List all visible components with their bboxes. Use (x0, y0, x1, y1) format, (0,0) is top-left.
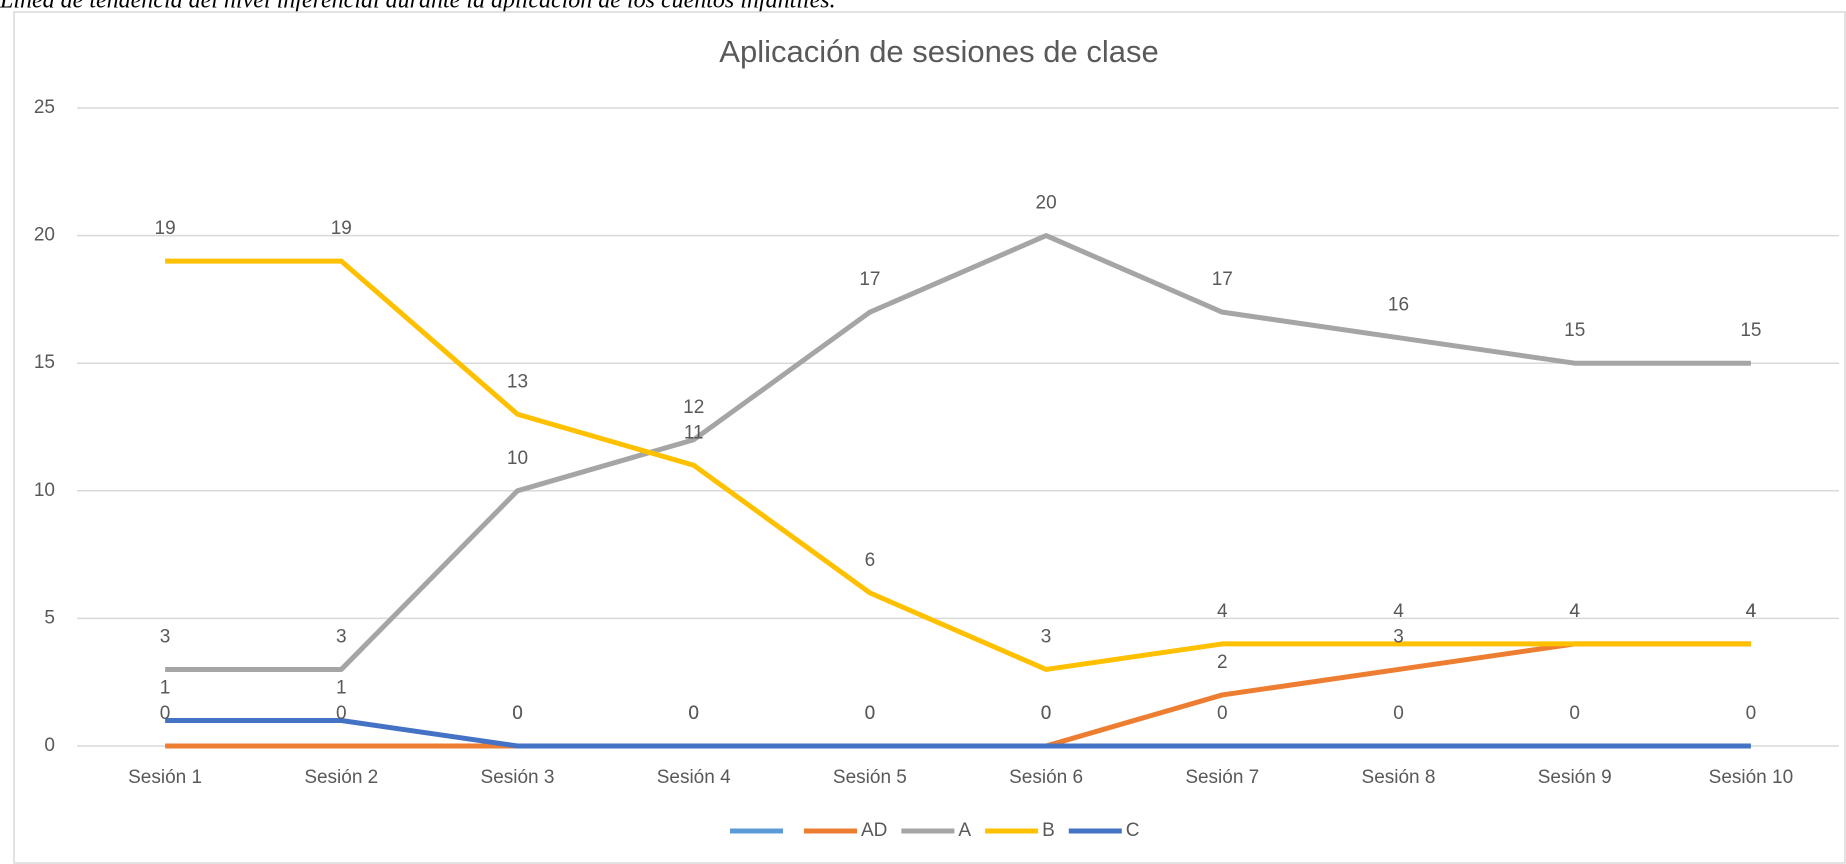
data-label: 3 (336, 626, 347, 647)
data-label: 0 (1217, 703, 1228, 724)
chart-title: Aplicación de sesiones de clase (719, 34, 1158, 69)
data-label: 4 (1569, 601, 1580, 622)
data-label: 0 (1041, 703, 1052, 724)
data-label: 2 (1217, 652, 1228, 673)
data-label: 0 (1393, 703, 1404, 724)
data-label: 0 (512, 703, 523, 724)
data-label: 4 (1746, 601, 1757, 622)
y-tick-label: 15 (34, 352, 55, 373)
data-label: 11 (684, 422, 704, 443)
data-label: 4 (1569, 601, 1580, 622)
data-label: 3 (1041, 626, 1052, 647)
data-label: 0 (160, 703, 171, 724)
data-label: 4 (1746, 601, 1757, 622)
series-line (165, 258, 1751, 672)
data-label: 0 (688, 703, 699, 724)
x-tick-label: Sesión 9 (1538, 767, 1612, 788)
chart-border (13, 11, 1846, 864)
data-label: 1 (160, 677, 171, 698)
caption: Línea de tendencia del nivel inferencial… (0, 0, 836, 14)
data-label: 19 (331, 218, 352, 239)
x-tick-label: Sesión 7 (1185, 767, 1259, 788)
data-label: 4 (1217, 601, 1228, 622)
x-tick-label: Sesión 10 (1709, 767, 1794, 788)
x-tick-label: Sesión 3 (481, 767, 555, 788)
data-label: 17 (859, 269, 880, 290)
x-tick-label: Sesión 6 (1009, 767, 1083, 788)
x-tick-label: Sesión 4 (657, 767, 731, 788)
data-label: 20 (1036, 193, 1057, 214)
legend-label: AD (861, 820, 887, 841)
series-line (165, 717, 1751, 749)
data-label: 0 (336, 703, 347, 724)
x-tick-label: Sesión 2 (304, 767, 378, 788)
data-label: 0 (1746, 703, 1757, 724)
data-label: 15 (1564, 320, 1585, 341)
data-label: 0 (1041, 703, 1052, 724)
data-label: 0 (1569, 703, 1580, 724)
legend-label: B (1042, 820, 1055, 841)
y-tick-label: 0 (44, 735, 55, 756)
data-label: 10 (507, 448, 528, 469)
data-label: 13 (507, 371, 528, 392)
y-tick-label: 10 (34, 480, 55, 501)
data-label: 16 (1388, 295, 1409, 316)
x-tick-label: Sesión 1 (128, 767, 202, 788)
data-label: 3 (160, 626, 171, 647)
data-label: 0 (512, 703, 523, 724)
data-label: 4 (1393, 601, 1404, 622)
series-line (165, 233, 1751, 672)
data-label: 12 (683, 397, 704, 418)
y-tick-label: 5 (44, 607, 55, 628)
data-label: 0 (688, 703, 699, 724)
legend-label: A (958, 820, 971, 841)
data-label: 15 (1740, 320, 1761, 341)
data-label: 3 (1393, 626, 1404, 647)
data-label: 0 (865, 703, 876, 724)
x-tick-label: Sesión 5 (833, 767, 907, 788)
data-label: 6 (865, 550, 876, 571)
data-label: 19 (155, 218, 176, 239)
data-label: 17 (1212, 269, 1233, 290)
data-label: 0 (865, 703, 876, 724)
data-label: 1 (336, 677, 347, 698)
legend-label: C (1126, 820, 1140, 841)
y-tick-label: 20 (34, 225, 55, 246)
y-tick-label: 25 (34, 97, 55, 118)
x-tick-label: Sesión 8 (1362, 767, 1436, 788)
